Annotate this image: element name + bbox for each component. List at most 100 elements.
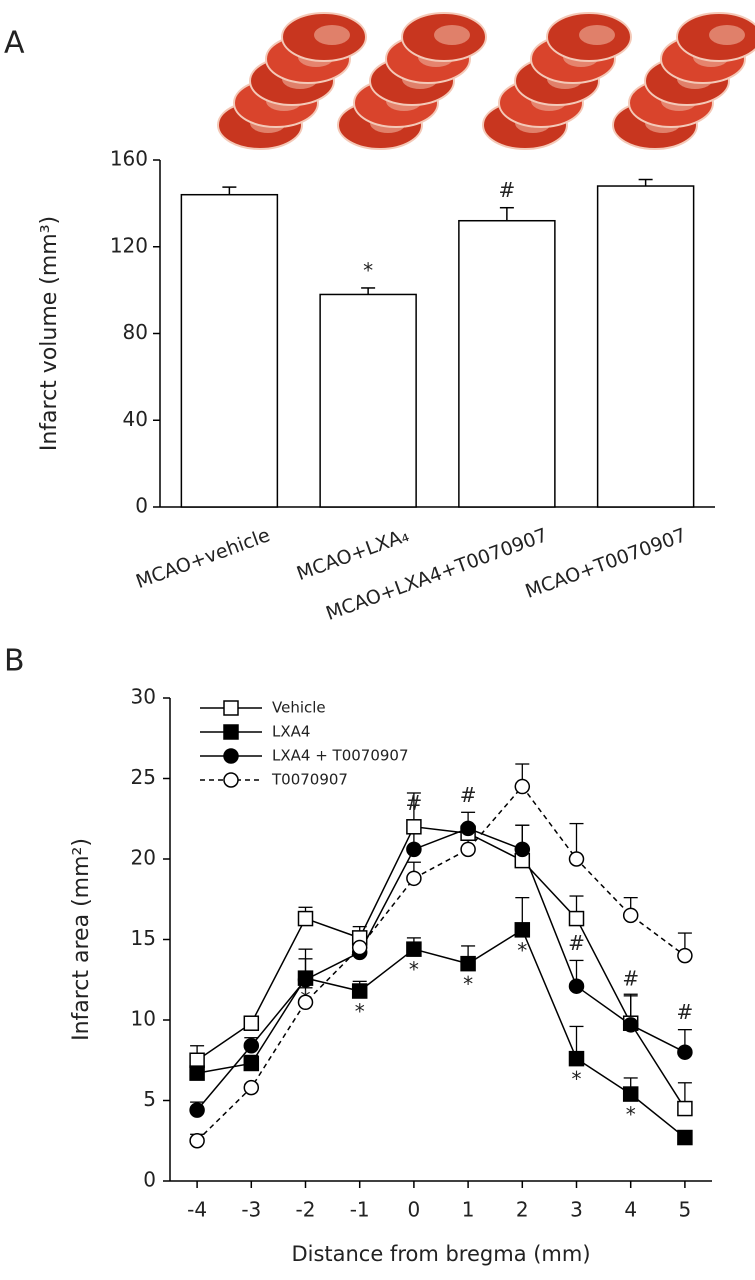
- x-tick-label: MCAO+T0070907: [522, 524, 689, 603]
- marker: [514, 778, 531, 795]
- marker: [243, 1079, 260, 1096]
- marker: [514, 922, 531, 938]
- significance-mark: #: [622, 966, 639, 990]
- marker: [622, 1086, 639, 1102]
- significance-mark: *: [626, 1103, 636, 1127]
- significance-mark: #: [568, 931, 585, 955]
- slice-core: [434, 25, 470, 45]
- y-tick-label: 40: [123, 407, 148, 431]
- marker: [568, 1050, 585, 1067]
- marker: [189, 1133, 205, 1149]
- bar: [458, 219, 556, 508]
- bar: [180, 193, 279, 508]
- marker: [243, 1015, 260, 1031]
- significance-mark: *: [363, 258, 373, 282]
- significance-mark: #: [406, 791, 423, 815]
- marker: [460, 820, 476, 837]
- x-tick-label: 5: [679, 1198, 692, 1222]
- x-tick-label: -1: [350, 1198, 370, 1222]
- marker: [297, 910, 314, 927]
- marker: [351, 939, 368, 956]
- panel-label: A: [4, 26, 25, 61]
- significance-mark: #: [498, 178, 515, 202]
- series-line: [196, 825, 686, 1109]
- significance-mark: *: [517, 938, 527, 962]
- y-tick-label: 5: [143, 1087, 156, 1111]
- marker: [460, 955, 476, 972]
- series-line: [196, 928, 686, 1139]
- x-axis-label: Distance from bregma (mm): [291, 1242, 590, 1266]
- y-tick-label: 0: [135, 494, 148, 518]
- y-tick-label: 25: [131, 765, 156, 789]
- y-tick-label: 20: [131, 846, 156, 870]
- significance-mark: #: [677, 1000, 694, 1024]
- significance-mark: #: [460, 783, 477, 807]
- marker: [297, 972, 314, 988]
- bar: [319, 293, 417, 508]
- x-tick-label: 4: [624, 1198, 637, 1222]
- y-tick-label: 10: [131, 1007, 156, 1031]
- x-tick-label: -2: [296, 1198, 316, 1222]
- y-tick-label: 160: [110, 147, 148, 171]
- legend-label: Vehicle: [272, 699, 326, 717]
- marker: [351, 983, 368, 999]
- y-tick-label: 0: [143, 1168, 156, 1192]
- marker: [568, 978, 585, 994]
- significance-mark: *: [463, 972, 473, 996]
- x-tick-label: MCAO+LXA₄: [294, 524, 412, 585]
- legend-label: T0070907: [271, 771, 348, 789]
- marker: [189, 1052, 205, 1068]
- x-tick-label: MCAO+LXA4+T0070907: [323, 524, 550, 625]
- x-tick-label: 2: [516, 1198, 529, 1222]
- y-tick-label: 30: [131, 685, 156, 709]
- marker: [189, 1102, 205, 1118]
- slice-core: [579, 25, 615, 45]
- significance-mark: *: [572, 1067, 582, 1091]
- panel-label: B: [4, 644, 25, 679]
- legend-label: LXA4 + T0070907: [272, 747, 409, 765]
- marker: [243, 1055, 260, 1072]
- marker: [406, 870, 422, 887]
- marker: [568, 910, 585, 927]
- marker: [223, 700, 239, 716]
- series-line: [196, 785, 686, 1142]
- marker: [223, 748, 239, 764]
- x-tick-label: MCAO+vehicle: [133, 524, 273, 593]
- y-axis-label: Infarct volume (mm³): [37, 216, 62, 451]
- series-line: [196, 827, 686, 1111]
- x-tick-label: -3: [241, 1198, 261, 1222]
- significance-mark: *: [355, 1000, 365, 1024]
- marker: [406, 819, 422, 835]
- x-tick-label: 1: [462, 1198, 475, 1222]
- y-tick-label: 120: [110, 233, 148, 257]
- marker: [622, 1017, 639, 1033]
- x-tick-label: 0: [408, 1198, 421, 1222]
- marker: [460, 841, 476, 858]
- marker: [677, 947, 693, 964]
- slice-core: [314, 25, 350, 45]
- series: [190, 896, 692, 1139]
- marker: [189, 1065, 205, 1081]
- marker: [223, 724, 239, 740]
- significance-mark: *: [409, 958, 419, 982]
- x-tick-label: -4: [187, 1198, 207, 1222]
- y-tick-label: 80: [123, 320, 148, 344]
- legend-label: LXA4: [272, 723, 310, 741]
- marker: [568, 851, 585, 867]
- marker: [223, 772, 239, 788]
- y-tick-label: 15: [131, 926, 156, 950]
- series: [190, 792, 692, 1109]
- marker: [677, 1044, 693, 1060]
- marker: [243, 1038, 260, 1054]
- marker: [406, 841, 422, 858]
- brain-slices: [217, 12, 755, 150]
- marker: [677, 1100, 693, 1117]
- slice-core: [709, 25, 745, 45]
- bar: [596, 185, 695, 508]
- marker: [297, 994, 314, 1011]
- marker: [677, 1129, 693, 1146]
- marker: [406, 941, 422, 957]
- x-tick-label: 3: [570, 1198, 583, 1222]
- y-axis-label: Infarct area (mm²): [69, 838, 94, 1041]
